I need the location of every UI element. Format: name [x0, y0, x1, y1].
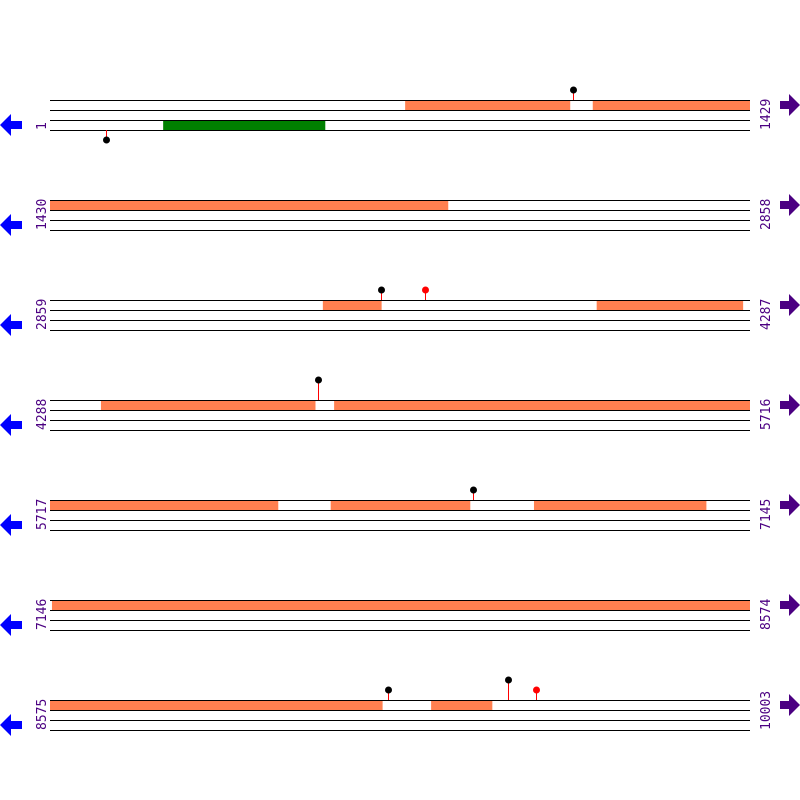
arrow-right-icon[interactable]	[780, 494, 800, 516]
forward-feature[interactable]	[533, 500, 707, 510]
forward-feature[interactable]	[330, 500, 471, 510]
arrow-left-icon[interactable]	[0, 414, 22, 436]
row-start-label: 1430	[35, 199, 50, 230]
arrow-right-icon[interactable]	[780, 394, 800, 416]
forward-feature[interactable]	[405, 100, 571, 110]
arrow-right-icon[interactable]	[780, 194, 800, 216]
row-end-label: 7145	[759, 499, 774, 530]
marker-head[interactable]	[570, 86, 577, 94]
forward-feature[interactable]	[431, 700, 493, 710]
row-start-label: 8575	[35, 699, 50, 730]
row-end-label: 2858	[759, 199, 774, 230]
forward-feature[interactable]	[596, 300, 744, 310]
arrow-left-icon[interactable]	[0, 114, 22, 136]
row-end-label: 1429	[759, 99, 774, 130]
row-end-label: 8574	[759, 599, 774, 630]
arrow-left-icon[interactable]	[0, 614, 22, 636]
arrow-left-icon[interactable]	[0, 514, 22, 536]
marker-head[interactable]	[385, 686, 392, 694]
arrow-left-icon[interactable]	[0, 314, 22, 336]
forward-feature[interactable]	[50, 500, 279, 510]
forward-feature[interactable]	[50, 700, 383, 710]
arrow-right-icon[interactable]	[780, 594, 800, 616]
arrow-left-icon[interactable]	[0, 714, 22, 736]
marker-head[interactable]	[470, 486, 477, 494]
row-start-label: 7146	[35, 599, 50, 630]
reverse-feature[interactable]	[163, 120, 326, 130]
marker-head[interactable]	[378, 286, 385, 294]
row-start-label: 2859	[35, 299, 50, 330]
forward-feature[interactable]	[51, 600, 750, 610]
marker-head[interactable]	[103, 136, 110, 144]
row-start-label: 5717	[35, 499, 50, 530]
forward-feature[interactable]	[322, 300, 382, 310]
row-end-label: 4287	[759, 299, 774, 330]
forward-feature[interactable]	[100, 400, 316, 410]
arrow-right-icon[interactable]	[780, 294, 800, 316]
marker-head[interactable]	[422, 286, 429, 294]
row-start-label: 1	[35, 122, 50, 130]
row-start-label: 4288	[35, 399, 50, 430]
row-end-label: 5716	[759, 399, 774, 430]
arrow-right-icon[interactable]	[780, 94, 800, 116]
forward-feature[interactable]	[334, 400, 750, 410]
marker-head[interactable]	[505, 676, 512, 684]
forward-feature[interactable]	[592, 100, 750, 110]
marker-head[interactable]	[533, 686, 540, 694]
arrow-left-icon[interactable]	[0, 214, 22, 236]
marker-head[interactable]	[315, 376, 322, 384]
arrow-right-icon[interactable]	[780, 694, 800, 716]
row-end-label: 10003	[759, 691, 774, 730]
forward-feature[interactable]	[50, 200, 449, 210]
